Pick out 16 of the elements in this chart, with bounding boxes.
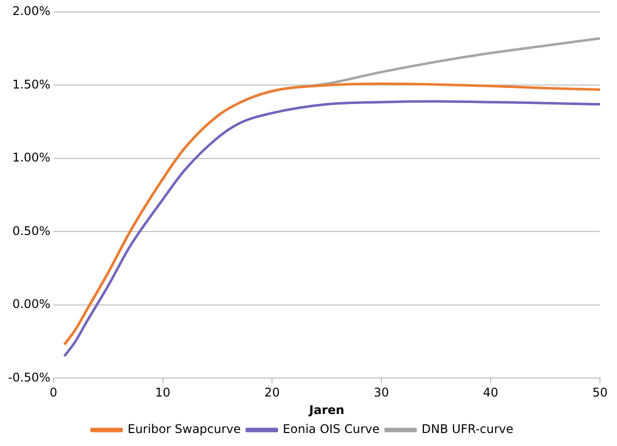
x-tick-label: 0 xyxy=(50,386,58,400)
y-tick-label: 2.00% xyxy=(12,4,50,18)
y-tick-label: 1.00% xyxy=(12,150,50,165)
legend-label: DNB UFR-curve xyxy=(422,422,514,436)
x-tick-label: 10 xyxy=(155,386,170,400)
legend-label: Eonia OIS Curve xyxy=(282,422,380,436)
y-tick-label: 1.50% xyxy=(12,77,50,92)
legend-label: Euribor Swapcurve xyxy=(128,422,241,436)
y-tick-label: -0.50% xyxy=(8,370,50,384)
y-tick-label: 0.00% xyxy=(12,297,50,312)
x-tick-label: 30 xyxy=(374,386,390,400)
y-tick-label: 0.50% xyxy=(12,224,50,238)
x-tick-label: 50 xyxy=(592,386,608,400)
x-tick-label: 40 xyxy=(483,386,498,400)
x-axis-title: Jaren xyxy=(308,402,344,417)
x-tick-label: 20 xyxy=(264,386,280,400)
